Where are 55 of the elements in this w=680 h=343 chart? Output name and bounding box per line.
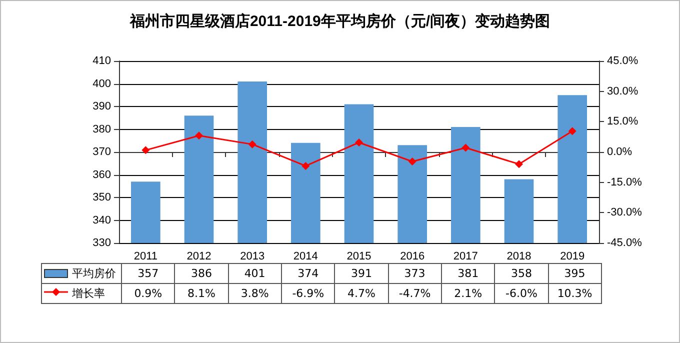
y-tick-label: 340 [92, 214, 111, 226]
x-tick-label: 2012 [186, 250, 212, 262]
point [142, 146, 150, 154]
data-label: 373 [388, 264, 442, 284]
point [462, 144, 470, 152]
x-tick-label: 2014 [293, 250, 318, 262]
x-tick-label: 2016 [400, 250, 425, 262]
data-label: 3.8% [228, 284, 282, 304]
legend-label: 增长率 [42, 284, 122, 304]
y2-tick-label: -45.0% [607, 237, 642, 249]
x-tick-label: 2015 [346, 250, 372, 262]
point [515, 160, 523, 168]
y-tick-label: 410 [92, 55, 111, 67]
legend-label: 平均房价 [42, 264, 122, 284]
y-tick-label: 360 [92, 168, 111, 181]
data-label: 391 [334, 264, 388, 284]
x-tick-label: 2011 [134, 250, 158, 262]
x-tick-label: 2018 [506, 250, 532, 262]
y2-tick-label: 45.0% [607, 55, 638, 67]
data-label: -4.7% [388, 284, 442, 304]
data-label: 2.1% [441, 284, 495, 304]
point [568, 127, 576, 136]
point [302, 162, 310, 170]
y2-tick-label: -30.0% [607, 206, 642, 219]
chart-title: 福州市四星级酒店2011-2019年平均房价（元/间夜）变动趋势图 [128, 12, 550, 30]
data-label: 10.3% [548, 284, 602, 304]
data-label: -6.9% [281, 284, 335, 304]
y2-tick-label: 0.0% [607, 146, 632, 158]
y-tick-label: 330 [92, 237, 111, 249]
x-tick-label: 2019 [560, 250, 585, 262]
y-tick-label: 370 [92, 146, 111, 158]
point [248, 140, 256, 148]
y2-tick-label: 30.0% [607, 85, 638, 98]
data-label: 401 [228, 264, 282, 284]
y-tick-label: 380 [92, 123, 111, 136]
point [355, 138, 363, 146]
data-label: 381 [441, 264, 495, 284]
y-tick-label: 400 [92, 78, 111, 90]
y-tick-label: 390 [92, 100, 111, 112]
data-label: -6.0% [494, 284, 548, 304]
data-label: 374 [281, 264, 335, 284]
y2-tick-label: 15.0% [607, 116, 638, 128]
x-tick-label: 2017 [453, 250, 478, 262]
data-label: 0.9% [122, 284, 175, 304]
y-tick-label: 350 [92, 192, 111, 204]
y2-tick-label: -15.0% [607, 176, 642, 188]
x-tick-label: 2013 [240, 250, 265, 262]
point [195, 132, 203, 140]
data-label: 386 [174, 264, 228, 284]
data-label: 4.7% [334, 284, 388, 304]
point [408, 158, 416, 166]
data-label: 8.1% [174, 284, 228, 304]
data-label: 395 [548, 264, 602, 284]
data-label: 358 [494, 264, 548, 284]
data-label: 357 [122, 264, 175, 284]
